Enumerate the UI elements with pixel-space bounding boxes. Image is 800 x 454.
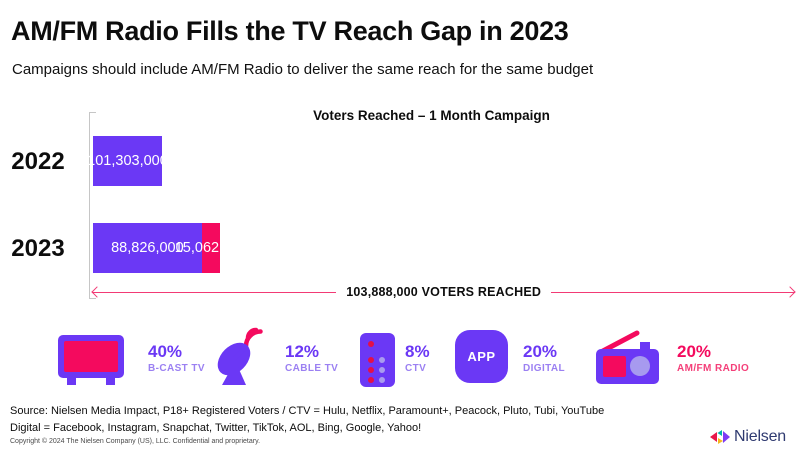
app-icon: APP <box>455 330 508 383</box>
amfm-label: AM/FM RADIO <box>677 362 750 374</box>
bar-2023-radio-value: 15,062,000 <box>174 240 248 256</box>
bcast-tv-label: B-CAST TV <box>148 362 205 374</box>
source-line-1: Source: Nielsen Media Impact, P18+ Regis… <box>10 405 605 417</box>
arrow-left-line <box>92 291 337 293</box>
satellite-dish-icon <box>210 325 270 392</box>
nielsen-logo: Nielsen <box>710 428 786 446</box>
page-subtitle: Campaigns should include AM/FM Radio to … <box>12 61 594 78</box>
arrow-left-head-icon <box>91 286 103 298</box>
bar-2023-radio: 15,062,000 <box>175 223 247 273</box>
source-line-2: Digital = Facebook, Instagram, Snapchat,… <box>10 421 422 434</box>
radio-icon <box>592 328 664 391</box>
ctv-percent: 8% <box>405 342 430 361</box>
media-mix-legend: 40% B-CAST TV 12% CABLE TV 8 <box>0 325 800 400</box>
arrow-right-line <box>551 291 796 293</box>
ctv-remote-icon <box>360 333 395 387</box>
digital-label: DIGITAL <box>523 362 566 374</box>
digital-percent: 20% <box>523 342 558 361</box>
bar-2023-tv: 88,826,000 <box>93 223 202 273</box>
ctv-label: CTV <box>405 362 427 374</box>
stat-digital: 20% DIGITAL <box>523 342 566 374</box>
total-reach-annotation: 103,888,000 VOTERS REACHED <box>91 284 797 300</box>
category-label-2022: 2022 <box>11 148 65 175</box>
bar-2022-tv: 101,303,000 <box>87 136 168 186</box>
stat-amfm-radio: 20% AM/FM RADIO <box>677 342 750 374</box>
category-label-2023: 2023 <box>11 235 65 262</box>
total-reach-label: 103,888,000 VOTERS REACHED <box>346 285 542 299</box>
stat-bcast-tv: 40% B-CAST TV <box>148 342 205 374</box>
cable-tv-label: CABLE TV <box>285 362 339 374</box>
app-icon-text: APP <box>467 349 496 364</box>
bar-row-2022: 101,303,000 <box>87 136 174 186</box>
nielsen-logo-icon <box>710 430 731 444</box>
nielsen-wordmark: Nielsen <box>734 428 786 445</box>
copyright-note: Copyright © 2024 The Nielsen Company (US… <box>10 438 261 445</box>
cable-tv-percent: 12% <box>285 342 320 361</box>
amfm-percent: 20% <box>677 342 712 361</box>
chart-title: Voters Reached – 1 Month Campaign <box>313 108 550 123</box>
tv-icon <box>58 335 124 385</box>
arrow-right-head-icon <box>784 286 797 298</box>
source-note: Source: Nielsen Media Impact, P18+ Regis… <box>10 403 604 436</box>
stat-cable-tv: 12% CABLE TV <box>285 342 339 374</box>
bar-2022-value: 101,303,000 <box>87 153 168 169</box>
bcast-tv-percent: 40% <box>148 342 183 361</box>
stat-ctv: 8% CTV <box>405 342 430 374</box>
bar-row-2023: 88,826,000 15,062,000 <box>93 223 247 273</box>
page-title: AM/FM Radio Fills the TV Reach Gap in 20… <box>11 16 569 46</box>
y-axis-line <box>89 112 96 299</box>
bar-2023-tv-value: 88,826,000 <box>111 240 184 256</box>
